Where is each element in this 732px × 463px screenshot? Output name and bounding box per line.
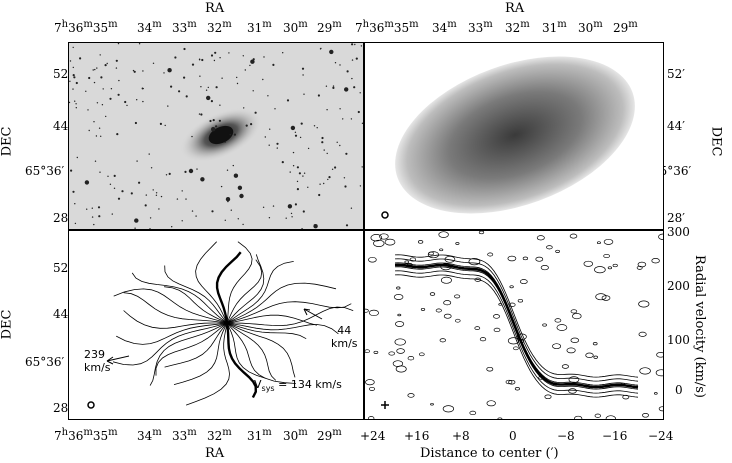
- dec-tick-right-1: 44′: [667, 119, 685, 133]
- dec-tick-left-bottom-3: 28′: [53, 401, 71, 415]
- ra-tick-top-left-4: 31m: [247, 19, 272, 35]
- velocity-field-contours: [87, 241, 354, 409]
- dec-tick-left-top-3: 28′: [53, 211, 71, 225]
- ra-tick-top-right-1: 34m: [432, 19, 457, 35]
- distance-tick-1: +16: [404, 429, 430, 443]
- hi-intensity-panel: [364, 42, 664, 230]
- bottom-right-axis-title: Distance to center (′): [420, 446, 559, 461]
- ra-tick-bottom-1: 34m: [137, 427, 162, 443]
- ra-tick-top-right-4: 31m: [542, 19, 567, 35]
- distance-tick-0: +24: [360, 429, 386, 443]
- ra-tick-top-left-5: 30m: [283, 19, 308, 35]
- velocity-field-panel: 239 km/s 44 km/s Vsys = 134 km/s: [68, 230, 364, 420]
- ra-tick-bottom-3: 32m: [207, 427, 232, 443]
- ra-tick-top-left-2: 33m: [172, 19, 197, 35]
- ra-tick-top-left-0: 7h36m35m: [54, 19, 118, 35]
- optical-galaxy-image: [69, 43, 363, 229]
- ra-tick-top-right-5: 30m: [578, 19, 603, 35]
- distance-tick-3: 0: [509, 429, 517, 443]
- pv-diagram-contours: [365, 231, 663, 419]
- right-velocity-title: Radial velocity (km/s): [691, 255, 707, 398]
- beam-marker-vf: [87, 401, 95, 409]
- velocity-tick-1: 200: [667, 279, 690, 293]
- dec-tick-left-top-1: 44′: [53, 119, 71, 133]
- annotation-44: 44 km/s: [331, 324, 358, 350]
- annotation-239: 239 km/s: [84, 348, 111, 374]
- ra-tick-top-left-1: 34m: [137, 19, 162, 35]
- annotation-vsys: Vsys = 134 km/s: [254, 378, 342, 394]
- ra-tick-top-left-6: 29m: [317, 19, 342, 35]
- ra-tick-bottom-2: 33m: [172, 427, 197, 443]
- ra-tick-top-right-3: 32m: [505, 19, 530, 35]
- beam-marker-hi: [381, 211, 389, 219]
- dec-tick-left-bottom-2: 65°36′: [25, 355, 65, 369]
- dec-tick-left-top-2: 65°36′: [25, 164, 65, 178]
- distance-tick-2: +8: [452, 429, 470, 443]
- distance-tick-4: −8: [557, 429, 575, 443]
- ra-tick-bottom-4: 31m: [247, 427, 272, 443]
- resolution-marker: [381, 401, 389, 409]
- distance-tick-6: −24: [648, 429, 674, 443]
- top-right-axis-title: RA: [505, 1, 525, 16]
- velocity-tick-0: 300: [667, 225, 690, 239]
- ra-tick-top-right-2: 33m: [468, 19, 493, 35]
- ra-tick-bottom-6: 29m: [317, 427, 342, 443]
- right-dec-title: DEC: [708, 126, 724, 157]
- bottom-left-axis-title: RA: [205, 446, 225, 461]
- velocity-tick-3: 0: [675, 383, 683, 397]
- dec-tick-left-bottom-1: 44′: [53, 307, 71, 321]
- ra-tick-top-right-0: 7h36m35m: [355, 19, 419, 35]
- ra-tick-bottom-5: 30m: [283, 427, 308, 443]
- ra-tick-top-right-6: 29m: [613, 19, 638, 35]
- optical-image-panel: [68, 42, 364, 230]
- hi-intensity-map: [381, 56, 635, 219]
- left-dec-title-top: DEC: [0, 126, 15, 157]
- distance-tick-5: −16: [602, 429, 628, 443]
- left-dec-title-bottom: DEC: [0, 309, 15, 340]
- velocity-tick-2: 100: [667, 333, 690, 347]
- ra-tick-bottom-0: 7h36m35m: [54, 427, 118, 443]
- top-left-axis-title: RA: [205, 1, 225, 16]
- dec-tick-right-3: 28′: [667, 211, 685, 225]
- arrow-44: [303, 308, 323, 320]
- ra-tick-top-left-3: 32m: [207, 19, 232, 35]
- dec-tick-left-bottom-0: 52′: [53, 261, 71, 275]
- dec-tick-right-0: 52′: [667, 67, 685, 81]
- pv-diagram-panel: [364, 230, 664, 420]
- arrow-239: [106, 355, 130, 362]
- dec-tick-left-top-0: 52′: [53, 67, 71, 81]
